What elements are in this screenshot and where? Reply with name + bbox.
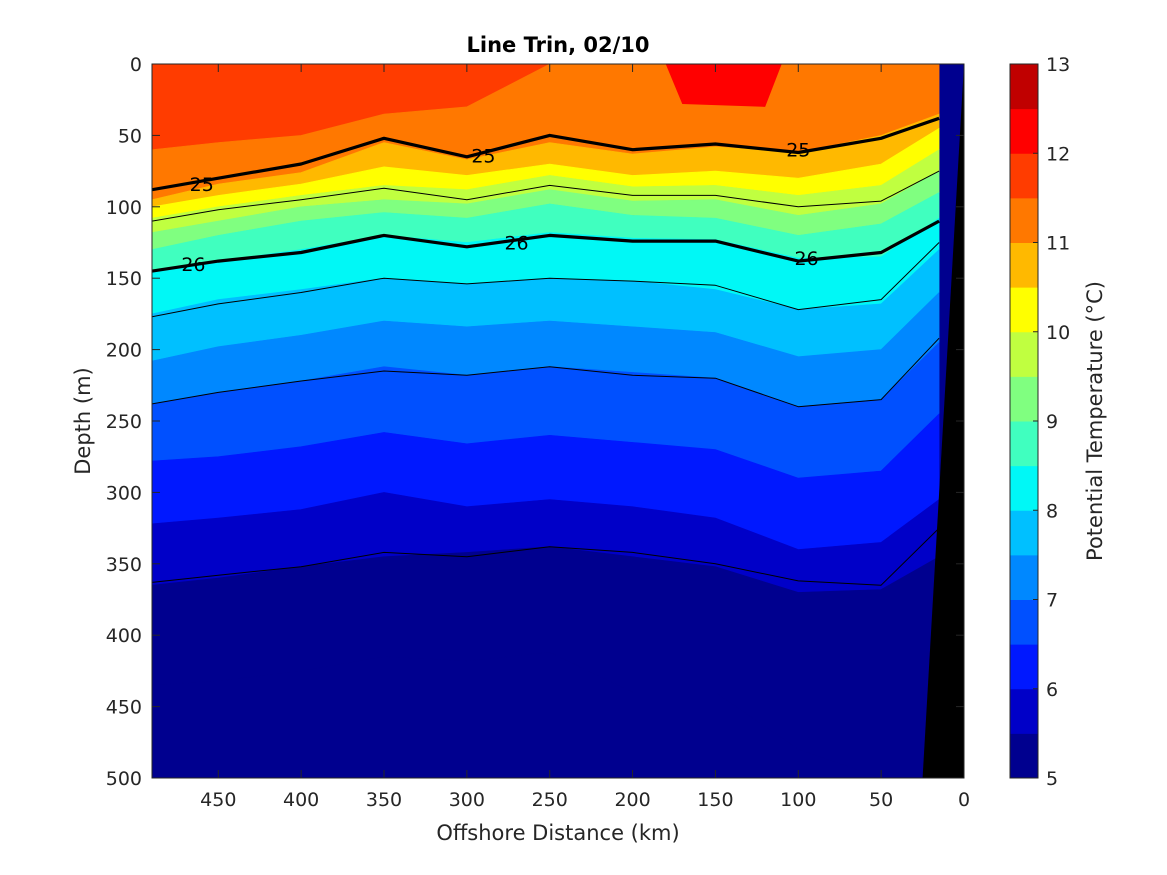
colorbar-swatch <box>1010 733 1038 779</box>
x-tick-label: 150 <box>697 789 733 811</box>
contour-line-26.5 <box>152 242 940 318</box>
x-tick-label: 450 <box>200 789 236 811</box>
contour-label: 26 <box>181 254 205 276</box>
y-tick-label: 0 <box>130 54 142 76</box>
colorbar-swatch <box>1010 510 1038 556</box>
y-axis-label: Depth (m) <box>71 367 95 474</box>
x-tick-label: 400 <box>283 789 319 811</box>
fill-band-5 <box>152 546 940 778</box>
x-tick-label: 200 <box>614 789 650 811</box>
contour-label: 25 <box>190 174 214 196</box>
y-tick-label: 450 <box>106 697 142 719</box>
colorbar-swatch <box>1010 688 1038 734</box>
contour-line-25.5 <box>152 170 940 222</box>
y-tick-label: 400 <box>106 625 142 647</box>
fill-band-12.0 <box>665 64 782 107</box>
colorbar-swatch <box>1010 197 1038 243</box>
colorbar-swatch <box>1010 242 1038 288</box>
x-tick-label: 300 <box>449 789 485 811</box>
colorbar-swatch <box>1010 287 1038 333</box>
colorbar-label: Potential Temperature (°C) <box>1083 281 1107 561</box>
plot-area: 25 25 25 26 26 26 <box>151 63 965 779</box>
contour-lines <box>152 116 940 586</box>
chart-title: Line Trin, 02/10 <box>466 33 649 57</box>
contour-line-26 <box>152 219 940 273</box>
temperature-fills <box>152 64 964 778</box>
y-tick-label: 50 <box>118 125 142 147</box>
y-tick-label: 300 <box>106 482 142 504</box>
colorbar-swatch <box>1010 421 1038 467</box>
colorbar-tick-label: 6 <box>1046 679 1058 701</box>
y-axis-ticks: 0 50 100 150 200 250 300 350 400 450 500 <box>106 54 964 790</box>
contour-label: 25 <box>471 145 495 167</box>
y-tick-label: 100 <box>106 197 142 219</box>
colorbar-swatch <box>1010 153 1038 199</box>
y-tick-label: 250 <box>106 411 142 433</box>
x-axis-ticks: 450 400 350 300 250 200 150 100 50 0 <box>200 64 970 811</box>
x-tick-label: 100 <box>780 789 816 811</box>
colorbar-tick-label: 11 <box>1046 233 1070 255</box>
colorbar-tick-label: 10 <box>1046 322 1070 344</box>
colorbar-swatch <box>1010 64 1038 110</box>
x-axis-label: Offshore Distance (km) <box>436 821 679 845</box>
y-tick-label: 150 <box>106 268 142 290</box>
contour-label: 26 <box>794 248 818 270</box>
colorbar-tick-label: 9 <box>1046 411 1058 433</box>
contour-label: 26 <box>504 233 528 255</box>
colorbar-swatch <box>1010 376 1038 422</box>
colorbar-tick-label: 7 <box>1046 590 1058 612</box>
y-tick-label: 500 <box>106 768 142 790</box>
y-tick-label: 350 <box>106 554 142 576</box>
colorbar-swatch <box>1010 554 1038 600</box>
x-tick-label: 250 <box>532 789 568 811</box>
contour-label: 25 <box>786 140 810 162</box>
bathymetry-wedge <box>922 64 964 778</box>
y-tick-label: 200 <box>106 340 142 362</box>
colorbar-swatch <box>1010 644 1038 690</box>
colorbar-tick-label: 8 <box>1046 500 1058 522</box>
colorbar-swatch <box>1010 108 1038 154</box>
colorbar-swatch <box>1010 599 1038 645</box>
x-tick-label: 50 <box>869 789 893 811</box>
contour-line-27 <box>152 337 940 408</box>
colorbar-tick-label: 5 <box>1046 768 1058 790</box>
colorbar-tick-label: 12 <box>1046 143 1070 165</box>
contour-line-27.5 <box>152 527 940 586</box>
colorbar-swatch <box>1010 331 1038 377</box>
colorbar: 5 6 7 8 9 10 11 12 13 <box>1009 54 1070 790</box>
contour-line-25 <box>152 116 940 192</box>
contour-labels: 25 25 25 26 26 26 <box>181 140 818 276</box>
x-tick-label: 0 <box>958 789 970 811</box>
colorbar-tick-label: 13 <box>1046 54 1070 76</box>
colorbar-swatch <box>1010 465 1038 511</box>
x-tick-label: 350 <box>366 789 402 811</box>
